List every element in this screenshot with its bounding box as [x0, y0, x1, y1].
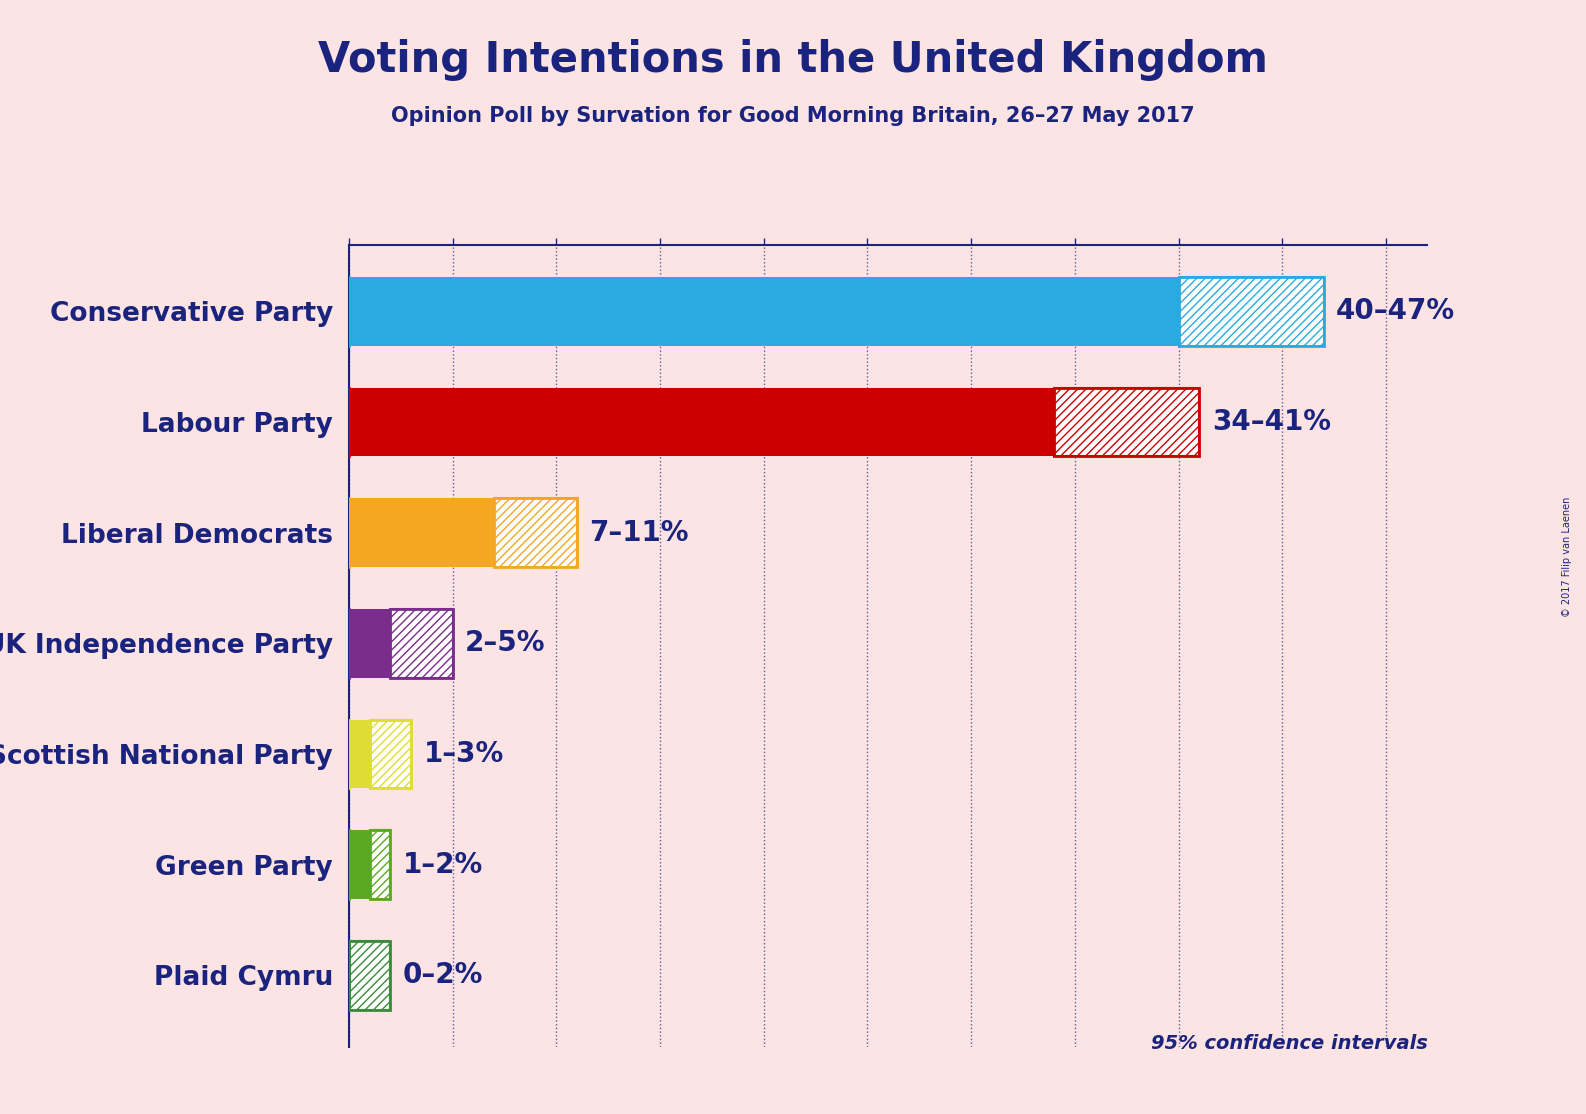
- Bar: [390, 609, 452, 677]
- Bar: [1055, 388, 1199, 457]
- Bar: [349, 941, 390, 1009]
- Bar: [349, 388, 1055, 457]
- Bar: [349, 609, 390, 677]
- Bar: [349, 277, 1178, 345]
- Bar: [495, 498, 577, 567]
- Bar: [1055, 388, 1199, 457]
- Bar: [390, 609, 452, 677]
- Bar: [1178, 277, 1324, 345]
- Text: 7–11%: 7–11%: [590, 519, 688, 547]
- Bar: [370, 830, 390, 899]
- Text: Opinion Poll by Survation for Good Morning Britain, 26–27 May 2017: Opinion Poll by Survation for Good Morni…: [392, 106, 1194, 126]
- Text: 1–2%: 1–2%: [403, 851, 484, 879]
- Bar: [349, 498, 495, 567]
- Text: © 2017 Filip van Laenen: © 2017 Filip van Laenen: [1562, 497, 1572, 617]
- Bar: [370, 720, 411, 789]
- Bar: [370, 720, 411, 789]
- Text: 1–3%: 1–3%: [423, 740, 504, 768]
- Text: 0–2%: 0–2%: [403, 961, 484, 989]
- Bar: [1178, 277, 1324, 345]
- Text: 2–5%: 2–5%: [465, 629, 546, 657]
- Bar: [370, 830, 390, 899]
- Bar: [349, 830, 370, 899]
- Text: 95% confidence intervals: 95% confidence intervals: [1150, 1034, 1427, 1053]
- Bar: [495, 498, 577, 567]
- Text: 34–41%: 34–41%: [1212, 408, 1331, 436]
- Bar: [349, 941, 390, 1009]
- Text: 40–47%: 40–47%: [1335, 297, 1456, 325]
- Bar: [349, 720, 370, 789]
- Text: Voting Intentions in the United Kingdom: Voting Intentions in the United Kingdom: [319, 39, 1267, 81]
